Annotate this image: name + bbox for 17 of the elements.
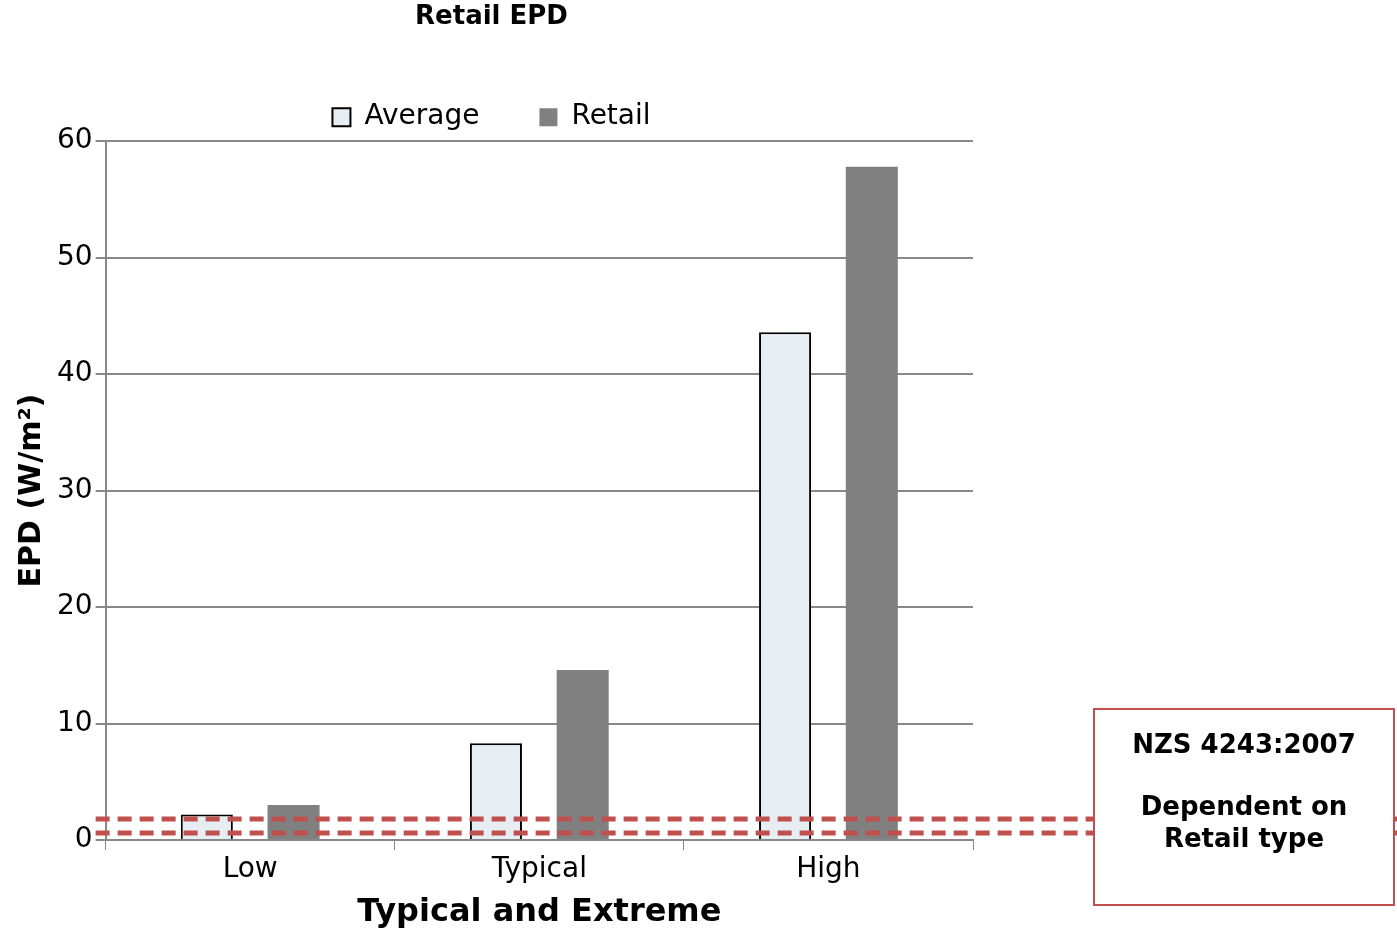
x-tick-label: Low <box>222 851 278 885</box>
y-tick-label: 40 <box>56 355 93 389</box>
y-tick-label: 50 <box>56 238 93 272</box>
y-tick-label: 60 <box>56 122 93 156</box>
text: NZS 4243:2007 <box>1131 728 1357 760</box>
x-tick-label: Typical <box>490 851 587 885</box>
x-tick-label: High <box>796 851 861 885</box>
chart-title: Retail EPD <box>415 0 568 31</box>
text: Dependent on Retail type <box>1139 790 1349 854</box>
x-axis-title: Typical and Extreme <box>357 891 722 930</box>
legend-label: Average <box>364 98 480 132</box>
y-tick-label: 10 <box>56 704 93 738</box>
y-axis-title: EPD (W/m²) <box>11 393 47 588</box>
y-tick-label: 20 <box>56 588 93 622</box>
y-tick-label: 0 <box>74 821 93 855</box>
legend-label: Retail <box>571 98 651 132</box>
y-tick-label: 30 <box>56 471 93 505</box>
